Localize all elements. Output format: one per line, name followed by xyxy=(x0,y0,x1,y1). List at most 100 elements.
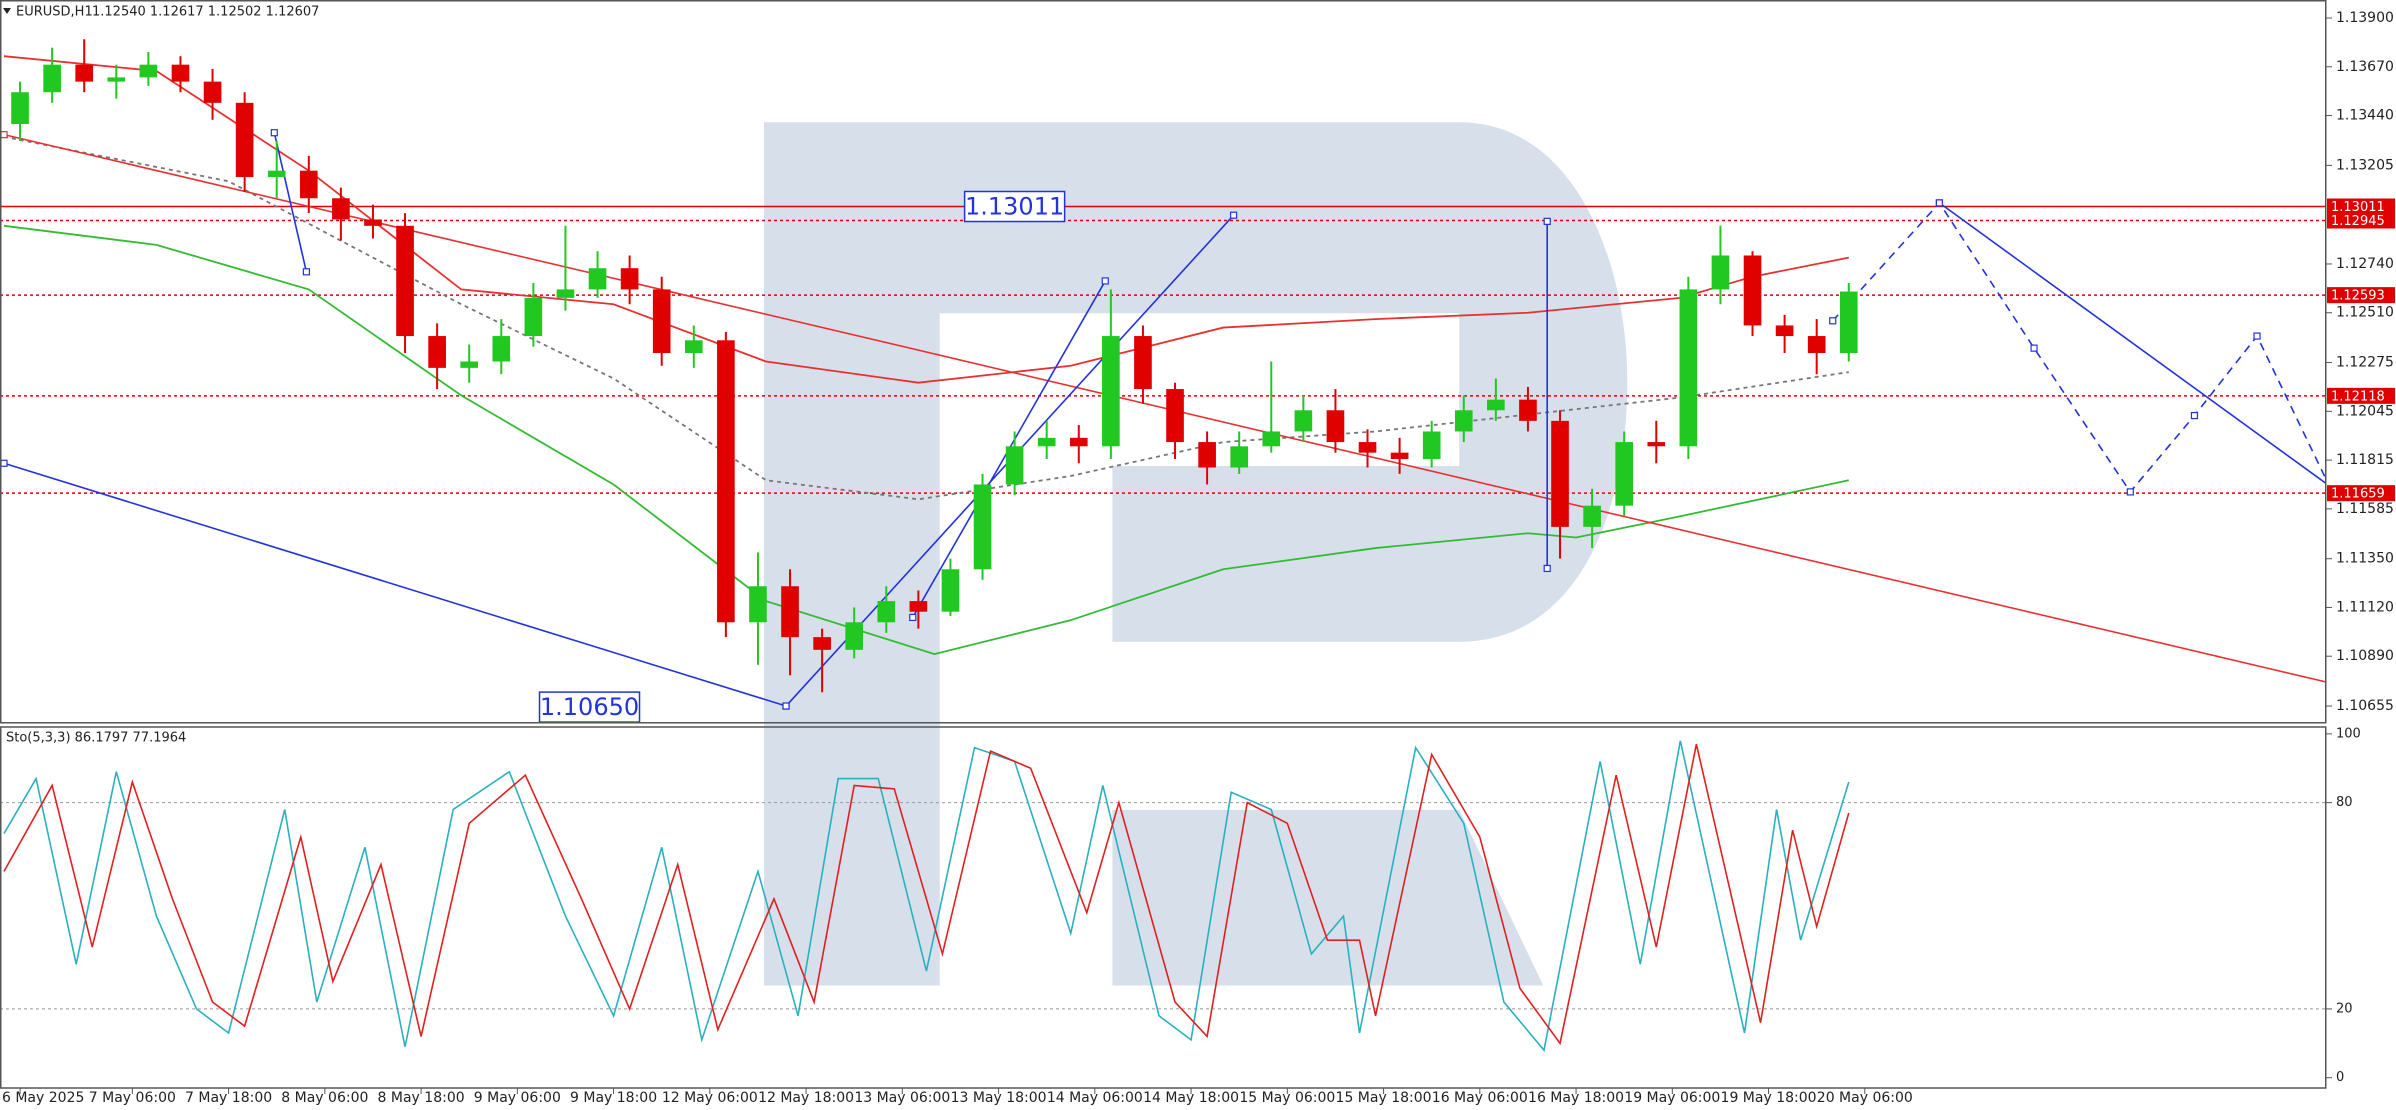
x-tick-label: 12 May 06:00 xyxy=(662,1090,758,1106)
candle-body xyxy=(1519,399,1537,421)
x-tick-label: 15 May 18:00 xyxy=(1336,1090,1432,1106)
candle-body xyxy=(845,622,864,650)
x-tick-label: 14 May 06:00 xyxy=(1047,1090,1143,1106)
candle-body xyxy=(364,219,382,226)
candle-body xyxy=(1166,389,1184,443)
trendline-point xyxy=(2325,679,2326,687)
candle-body xyxy=(396,225,414,337)
candle-body xyxy=(717,340,735,623)
level-tag xyxy=(2327,198,2395,215)
candle-body xyxy=(909,601,928,612)
x-tick-label: 8 May 06:00 xyxy=(281,1090,368,1106)
candle-body xyxy=(203,81,222,103)
trendline-point xyxy=(1229,211,1238,219)
candle-body xyxy=(813,637,831,650)
level-tag xyxy=(2327,287,2395,304)
candle-body xyxy=(1390,452,1409,460)
candle-body xyxy=(43,64,61,93)
candle-body xyxy=(1069,437,1088,447)
candle-body xyxy=(1711,255,1730,290)
candle-body xyxy=(973,484,992,570)
candle-body xyxy=(1839,291,1858,354)
trendline xyxy=(3,462,787,707)
level-label: 1.12593 xyxy=(2331,289,2385,304)
moving-average xyxy=(3,135,1849,501)
candle-body xyxy=(556,289,575,298)
annotation-box xyxy=(963,190,1066,223)
level-label: 1.11659 xyxy=(2331,487,2385,502)
y-tick-label: 1.13205 xyxy=(2336,157,2394,173)
candle-body xyxy=(1005,446,1024,485)
candle-body xyxy=(1198,442,1216,468)
candle-body xyxy=(781,586,799,638)
candle-body xyxy=(1807,336,1826,354)
level-tag xyxy=(2327,485,2395,502)
candle-body xyxy=(1775,325,1794,337)
x-tick-label: 13 May 06:00 xyxy=(854,1090,950,1106)
x-tick-label: 6 May 2025 xyxy=(2,1090,84,1106)
candle-body xyxy=(1551,420,1569,527)
candle-body xyxy=(1102,336,1120,447)
candle-body xyxy=(1615,442,1634,506)
candle-body xyxy=(941,569,960,612)
x-tick-label: 8 May 18:00 xyxy=(378,1090,465,1106)
y-tick-label: 1.11585 xyxy=(2336,501,2394,517)
y-tick-label: 1.11815 xyxy=(2336,452,2394,468)
trendline-point xyxy=(1101,277,1109,285)
candle-body xyxy=(652,289,671,354)
level-label: 1.12118 xyxy=(2331,389,2385,404)
x-tick-label: 14 May 18:00 xyxy=(1143,1090,1239,1106)
candle-body xyxy=(620,268,639,290)
watermark xyxy=(764,122,1628,986)
candle-body xyxy=(1454,410,1473,432)
candle-body xyxy=(1037,437,1056,447)
y-tick-label: 1.12510 xyxy=(2336,305,2394,321)
annotation-label: 1.13011 xyxy=(965,193,1064,221)
trendline xyxy=(1938,202,2326,485)
candle-body xyxy=(749,586,767,623)
candle-body xyxy=(171,64,190,82)
y-tick-label: 1.13670 xyxy=(2336,59,2394,75)
candle-body xyxy=(877,601,896,623)
y-tick-label: 1.12740 xyxy=(2336,256,2394,272)
trendline-point xyxy=(1543,217,1551,225)
y-tick-label: 1.13900 xyxy=(2336,10,2394,26)
candle-body xyxy=(1422,431,1441,460)
oscillator-panel xyxy=(0,740,2326,1052)
price-frame xyxy=(0,0,2327,724)
candle-body xyxy=(139,64,158,78)
y-tick-label: 1.10655 xyxy=(2336,698,2394,714)
moving-average xyxy=(3,224,1849,656)
trendline-point xyxy=(909,613,917,622)
osc-line xyxy=(3,740,1850,1052)
trendline-point xyxy=(2190,411,2199,420)
candle-body xyxy=(107,77,126,82)
annotation-label: 1.10650 xyxy=(540,693,639,721)
candle-body xyxy=(235,102,254,178)
x-tick-label: 7 May 18:00 xyxy=(185,1090,272,1106)
x-tick-label: 13 May 18:00 xyxy=(951,1090,1047,1106)
trendline-point xyxy=(2253,332,2261,340)
candle-body xyxy=(460,361,479,368)
x-tick-label: 19 May 18:00 xyxy=(1721,1090,1817,1106)
candle-body xyxy=(684,340,703,354)
candle-body xyxy=(1294,410,1313,432)
candle-body xyxy=(1743,255,1762,326)
menu-arrow[interactable] xyxy=(3,8,11,14)
oscillator-frame xyxy=(0,726,2327,1089)
candle-body xyxy=(1262,431,1281,447)
trendline-point xyxy=(0,459,8,467)
candle-body xyxy=(299,170,318,199)
price-panel: 1.13011 1.10650 xyxy=(0,39,2326,723)
x-tick-label: 20 May 06:00 xyxy=(1817,1090,1913,1106)
candle-body xyxy=(1326,410,1345,443)
axes: 1.13900 1.13670 1.13440 1.13205 1.12740 1.125… xyxy=(2,10,2395,1106)
trendline-point xyxy=(1935,199,1944,207)
y-tick-label: 1.10890 xyxy=(2336,648,2394,664)
trendline-point xyxy=(2030,344,2038,352)
oscillator-title: Sto(5,3,3) 86.1797 77.1964 xyxy=(6,731,186,746)
level-label: 1.13011 xyxy=(2331,200,2385,215)
trendline-point xyxy=(270,129,278,137)
x-tick-label: 16 May 06:00 xyxy=(1432,1090,1528,1106)
trendline-point xyxy=(1543,564,1551,573)
